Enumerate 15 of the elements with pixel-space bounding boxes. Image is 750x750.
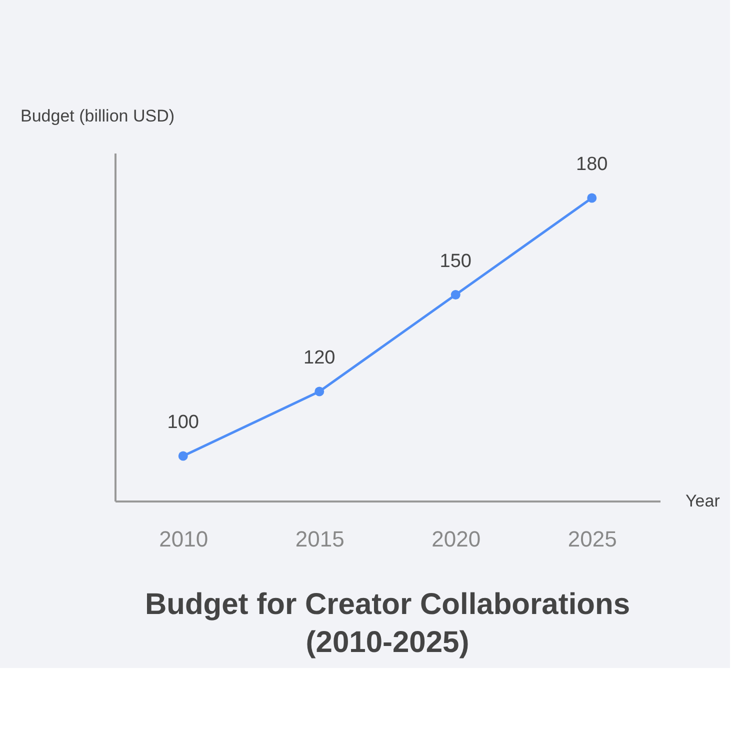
- data-label: 180: [576, 154, 608, 175]
- point: [450, 290, 460, 300]
- x-tick-label: 2025: [568, 526, 617, 552]
- data-label: 100: [167, 412, 199, 433]
- x-axis-title: Year: [686, 492, 720, 510]
- x-tick-label: 2015: [295, 526, 344, 552]
- point: [178, 451, 188, 461]
- x-tick-label: 2020: [432, 526, 481, 552]
- data-label: 120: [304, 348, 336, 368]
- data-label: 150: [440, 250, 472, 272]
- point: [314, 386, 324, 396]
- x-tick-label: 2010: [159, 526, 208, 552]
- text: Budget for Creator Collaborations (2010-2025): [144, 588, 630, 659]
- y-axis-title: Budget (billion USD): [20, 106, 175, 126]
- point: [587, 193, 597, 203]
